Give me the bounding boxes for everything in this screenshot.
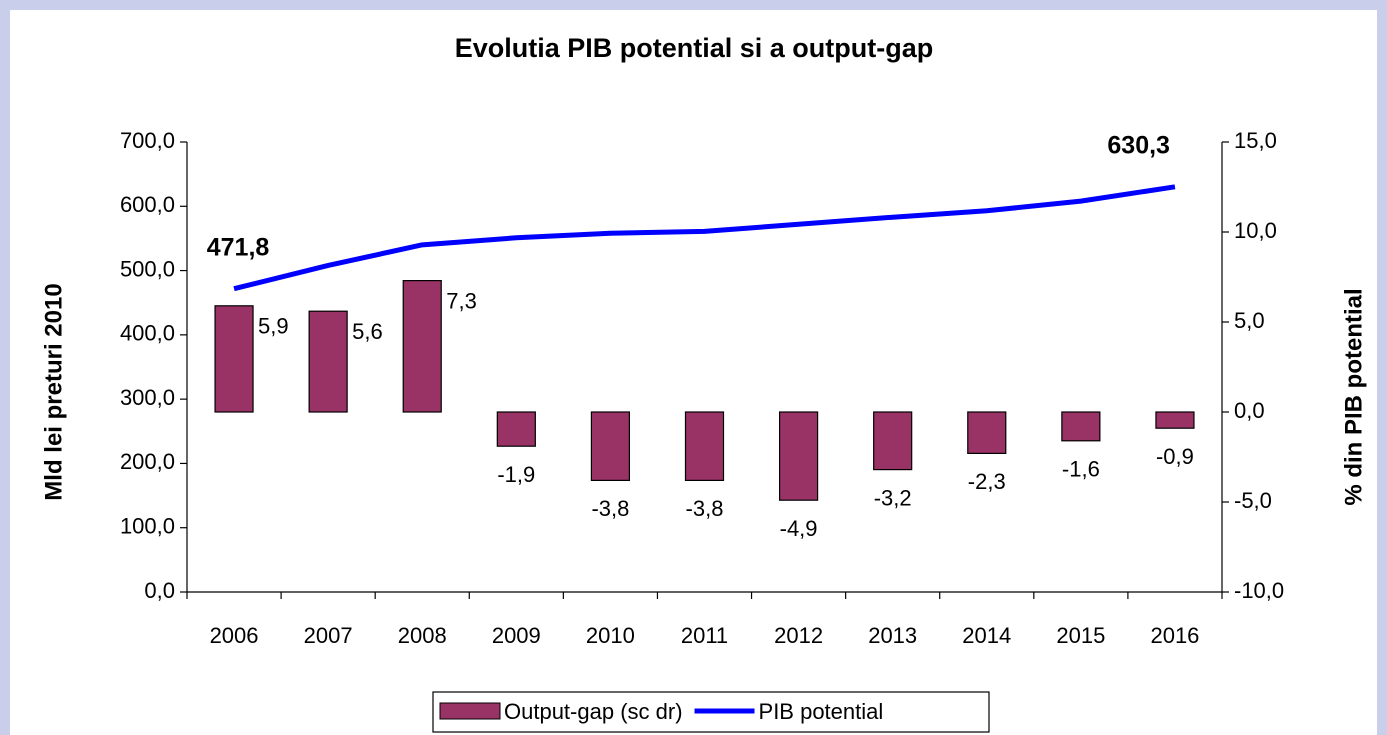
y-tick-label: 700,0 [120, 128, 175, 153]
bar [873, 411, 913, 471]
line [233, 184, 1176, 292]
y-tick-label: 0,0 [144, 578, 175, 603]
bar [402, 280, 442, 413]
line-label: 630,3 [1107, 131, 1170, 159]
x-tick-label: 2009 [492, 623, 541, 648]
legend-label: PIB potential [759, 699, 884, 724]
x-tick-label: 2015 [1056, 623, 1105, 648]
y-axis-title: Mld lei preturi 2010 [40, 283, 67, 500]
x-tick-label: 2013 [868, 623, 917, 648]
y-tick-label: 400,0 [120, 321, 175, 346]
x-tick-label: 2008 [398, 623, 447, 648]
bar-label: -4,9 [780, 516, 818, 541]
bar [590, 411, 631, 482]
chart-title: Evolutia PIB potential si a output-gap [455, 33, 934, 63]
bar [778, 411, 819, 501]
x-tick-label: 2010 [586, 623, 635, 648]
bar [496, 411, 536, 447]
bar-label: -0,9 [1156, 444, 1194, 469]
x-tick-label: 2011 [681, 623, 728, 648]
y2-tick-label: -10,0 [1234, 578, 1284, 603]
bar-label: 7,3 [446, 288, 477, 313]
y-tick-label: 500,0 [120, 256, 175, 281]
bar-label: -3,8 [686, 496, 724, 521]
bar-label: -1,9 [497, 462, 535, 487]
bar-label: -3,2 [874, 485, 912, 510]
bar [1061, 411, 1101, 442]
bar [684, 411, 725, 482]
bar-label: 5,9 [258, 314, 289, 339]
y2-tick-label: 5,0 [1234, 308, 1265, 333]
y2-tick-label: 10,0 [1234, 218, 1277, 243]
y2-tick-label: 15,0 [1234, 128, 1277, 153]
y2-tick-label: 0,0 [1234, 398, 1265, 423]
legend-swatch [439, 702, 501, 720]
bar [967, 411, 1007, 455]
x-tick-label: 2007 [304, 623, 353, 648]
y2-tick-label: -5,0 [1234, 488, 1272, 513]
bar-label: -1,6 [1062, 457, 1100, 482]
y2-axis-title: % din PIB potential [1340, 288, 1367, 505]
x-tick-label: 2014 [962, 623, 1011, 648]
bar-label: -2,3 [968, 469, 1006, 494]
legend-label: Output-gap (sc dr) [504, 699, 683, 724]
x-tick-label: 2016 [1150, 623, 1199, 648]
y-tick-label: 100,0 [120, 514, 175, 539]
bar-label: 5,6 [352, 319, 383, 344]
line-label: 471,8 [207, 233, 270, 261]
bar [214, 305, 254, 413]
x-tick-label: 2006 [210, 623, 259, 648]
y-tick-label: 200,0 [120, 449, 175, 474]
bar [308, 310, 348, 413]
x-tick-label: 2012 [774, 623, 823, 648]
bar [1155, 411, 1195, 429]
y-tick-label: 600,0 [120, 192, 175, 217]
y-tick-label: 300,0 [120, 385, 175, 410]
bar-label: -3,8 [591, 496, 629, 521]
